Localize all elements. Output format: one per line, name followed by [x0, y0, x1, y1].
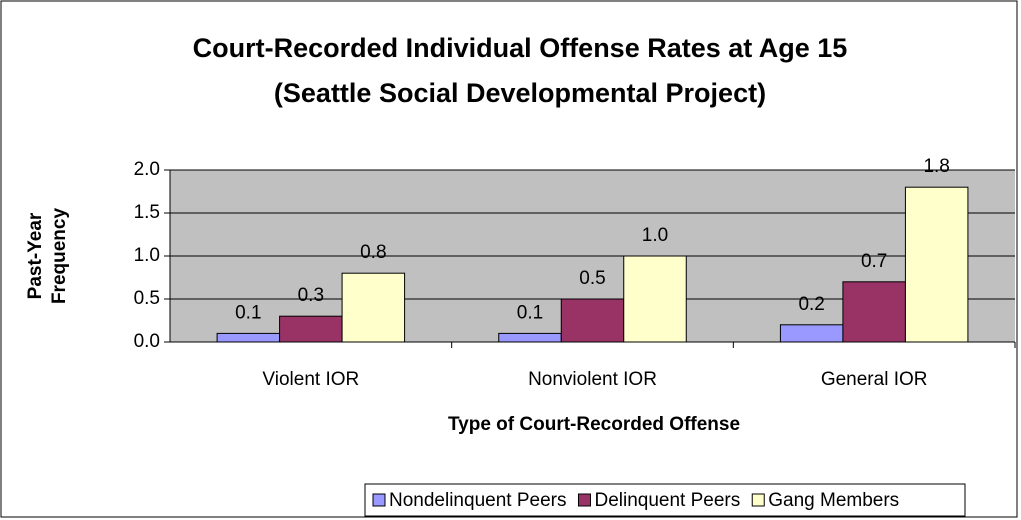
- bar: [279, 315, 343, 343]
- value-label: 1.8: [923, 156, 949, 177]
- x-tick-label: Nonviolent IOR: [528, 369, 657, 390]
- value-label: 0.7: [861, 251, 887, 272]
- bar: [904, 186, 969, 343]
- x-axis-title: Type of Court-Recorded Offense: [448, 414, 740, 435]
- bar: [560, 298, 625, 343]
- bar: [779, 324, 844, 343]
- chart-subtitle: (Seattle Social Developmental Project): [274, 78, 766, 108]
- value-label: 0.2: [798, 294, 824, 315]
- y-tick-label: 0.5: [134, 288, 160, 309]
- value-label: 0.5: [579, 268, 605, 289]
- legend-label: Gang Members: [768, 490, 899, 511]
- legend-box: [364, 483, 966, 517]
- value-label: 0.1: [235, 302, 261, 323]
- legend-swatch: [577, 493, 591, 507]
- value-label: 0.8: [360, 242, 386, 263]
- y-axis-title: Frequency: [49, 208, 70, 305]
- legend-swatch: [751, 493, 765, 507]
- legend-label: Nondelinquent Peers: [389, 490, 566, 511]
- y-tick-label: 2.0: [134, 159, 160, 180]
- x-tick-label: General IOR: [821, 369, 928, 390]
- bar: [216, 332, 281, 343]
- chart-title: Court-Recorded Individual Offense Rates …: [193, 33, 848, 63]
- bar: [498, 332, 562, 343]
- value-label: 0.3: [298, 285, 324, 306]
- bar: [341, 272, 406, 343]
- legend-label: Delinquent Peers: [594, 490, 740, 511]
- bar: [842, 281, 906, 343]
- bar: [623, 255, 687, 343]
- x-tick-label: Violent IOR: [262, 369, 359, 390]
- value-label: 1.0: [642, 225, 668, 246]
- y-axis-title: Past-Year: [25, 212, 46, 299]
- y-tick-label: 1.0: [134, 245, 160, 266]
- y-tick-label: 1.5: [134, 202, 160, 223]
- y-tick-label: 0.0: [134, 331, 160, 352]
- value-label: 0.1: [517, 302, 543, 323]
- legend-swatch: [372, 493, 386, 507]
